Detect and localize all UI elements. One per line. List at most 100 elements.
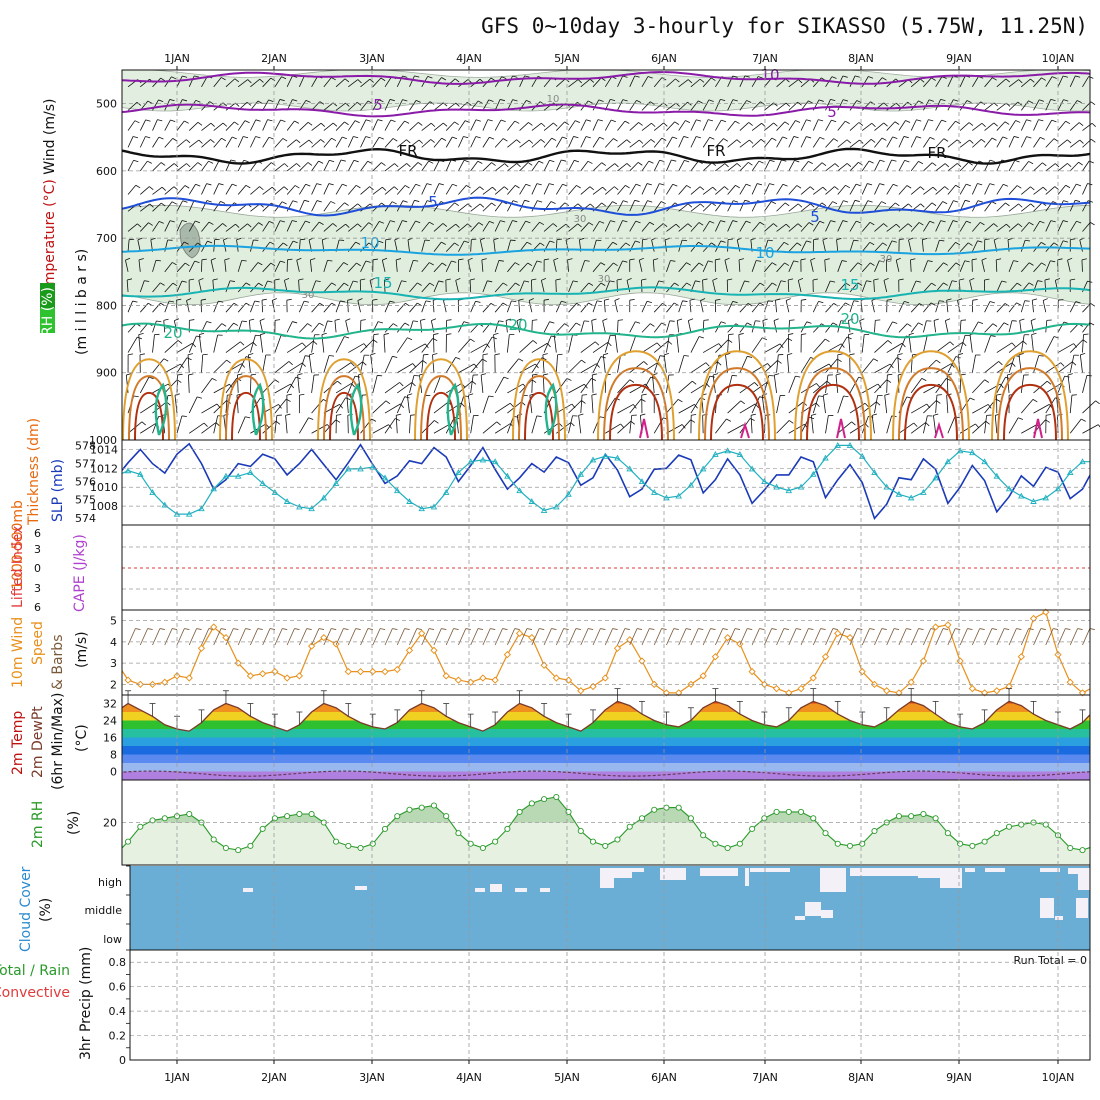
wind-barb [458,185,467,195]
wind-barb [470,239,472,252]
wind-barb [396,99,403,111]
wind-barb-flag [698,262,704,266]
wind-barb-flag [906,323,912,327]
wind-barb-flag [280,119,286,122]
wind-barb [996,202,1006,212]
wind10-marker [418,629,426,638]
wind-barb-flag [250,373,257,376]
date-label-top: 1JAN [164,52,190,65]
cloud-gap [600,868,614,888]
wind10-barb-flag [514,628,520,630]
wind-barb-flag [993,102,998,107]
rh2m-marker [761,815,768,822]
wind-barb-flag [1051,76,1057,79]
wind10-barb [531,628,540,646]
wind-barb-flag [622,220,628,223]
wind-barb [935,341,951,353]
wind-barb [946,300,949,313]
wind-barb [494,186,505,195]
wind-barb [433,423,450,434]
wind-barb [262,354,267,373]
wind-barb-flag [284,277,290,281]
wind-barb-flag [169,99,175,102]
wind-barb [445,223,456,232]
wind-barb [764,102,774,111]
wind-barb-flag [682,300,688,302]
wind-barb [1033,404,1050,414]
wind10-marker [430,646,438,655]
wind-barb [421,221,430,232]
wind-barb [335,282,345,293]
wind-barb [715,138,724,148]
wind-barb-flag [1032,298,1038,301]
wind-barb [957,300,961,313]
rh2m-marker [651,806,658,813]
wind-barb-flag [532,373,538,376]
wind-barb-flag [769,159,775,163]
wind10-barb-flag [477,628,484,630]
wind-barb-flag [544,258,550,261]
wind-barb [812,338,826,353]
wind-barb-flag [373,333,379,335]
wind-barb [482,202,492,212]
wind-barb-flag [240,341,245,346]
wind-barb-flag [329,355,335,357]
wind-barb [923,162,933,172]
wind-barb [653,77,663,88]
wind-barb [396,322,406,333]
wind-barb [323,260,328,272]
wind-barb [213,383,230,394]
cloud-gap [805,902,821,916]
wind-barb [886,121,896,131]
wind-barb-flag [1088,76,1094,79]
wind-barb-flag [968,161,973,166]
wind-barb [861,101,871,111]
rh2m-marker [602,842,609,849]
wind-barb [274,138,284,148]
wind-barb [494,282,504,293]
wind-barb-flag [1028,161,1034,165]
wind-barb [764,122,774,131]
wind-barb [433,262,443,273]
wind-barb-flag [859,318,865,322]
wind-barb [788,160,795,172]
wind-barb [861,200,869,212]
wind-barb [910,259,912,272]
wind-barb [152,320,157,333]
thickness-marker [198,505,205,512]
wind-barb-flag [355,241,361,245]
wind-barb-flag [135,184,141,189]
slp-thickness-panel [122,441,1090,520]
cloud-gap [940,868,962,888]
wind-barb-flag [255,136,261,139]
wind-barb-flag [788,420,794,424]
thickness-tick: 575 [75,494,96,507]
wind-barb [470,203,481,212]
precip-panel: Run Total = 0 [1014,954,1088,967]
wind-barb [553,260,557,272]
wind-barb [895,260,900,272]
wind10-marker [919,657,928,665]
wind-barb [127,102,138,111]
wind-barb [1033,77,1042,88]
wind-barb-flag [677,318,683,321]
wind10-marker [1029,614,1038,623]
wind-barb [822,395,826,414]
wind-barb-flag [833,138,839,142]
wind10-barb [910,628,919,646]
wind-barb [470,301,476,313]
wind-barb [164,119,171,131]
wind-barb-flag [904,301,910,304]
wind-barb-flag [1037,280,1043,282]
wind10-marker [846,633,854,642]
wind-barb [225,121,235,131]
cloud-gap [985,868,1005,872]
wind-barb-flag [812,278,818,281]
wind-barb [1045,76,1053,88]
rh2m-marker [785,808,792,815]
wind-barb [176,200,184,212]
wind-barb [1045,260,1051,272]
wind-barb [813,162,823,172]
wind-barb [360,119,367,131]
wind-barb-flag [1078,122,1084,126]
